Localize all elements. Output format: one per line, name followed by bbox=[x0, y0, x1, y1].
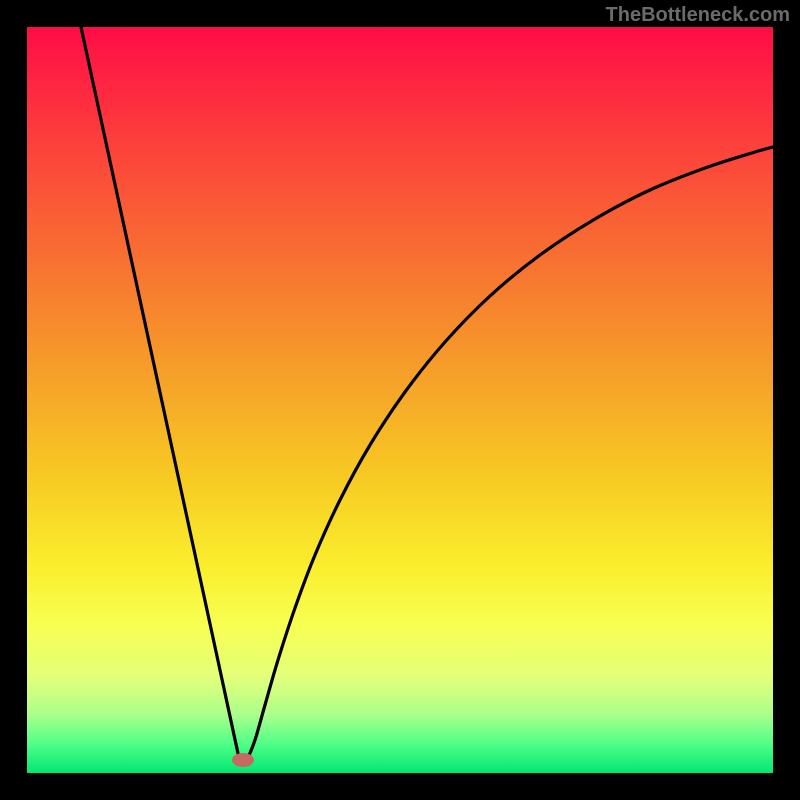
bottleneck-chart: TheBottleneck.com bbox=[0, 0, 800, 800]
minimum-marker bbox=[232, 753, 254, 767]
chart-svg bbox=[0, 0, 800, 800]
watermark-text: TheBottleneck.com bbox=[606, 4, 790, 27]
